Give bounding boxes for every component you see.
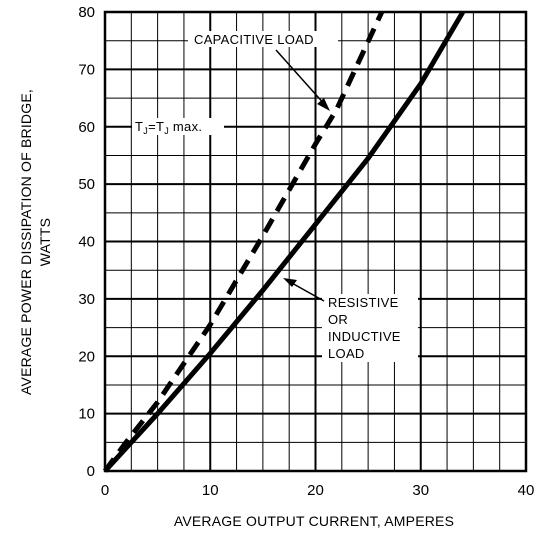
- capacitive-pointer-line: [275, 49, 327, 107]
- y-tick-label: 10: [78, 406, 95, 423]
- tj-label-bg: [132, 118, 224, 135]
- grid: [103, 10, 528, 473]
- y-tick-label: 50: [78, 176, 95, 193]
- x-axis-title: AVERAGE OUTPUT CURRENT, AMPERES: [174, 513, 454, 529]
- y-axis-title-line-2: WATTS: [37, 218, 53, 266]
- resistive-label-line-1: RESISTIVE: [328, 295, 399, 310]
- plot-frame: [103, 10, 528, 473]
- y-axis-title: AVERAGE POWER DISSIPATION OF BRIDGE, WAT…: [18, 89, 53, 395]
- curves: [102, 10, 466, 473]
- resistive-label-line-4: LOAD: [328, 346, 365, 361]
- resistive-label-line-3: INDUCTIVE: [328, 329, 401, 344]
- x-tick-label: 0: [101, 482, 109, 499]
- resistive-label-line-2: OR: [328, 312, 348, 327]
- y-tick-label: 80: [78, 4, 95, 21]
- capacitive-label-bg: [188, 31, 338, 47]
- y-tick-label: 0: [87, 463, 95, 480]
- y-tick-label: 40: [78, 234, 95, 251]
- capacitive-load-label: CAPACITIVE LOAD: [194, 32, 314, 47]
- resistive-pointer-line: [289, 281, 325, 302]
- x-tick-label: 30: [412, 482, 429, 499]
- y-tick-label: 70: [78, 61, 95, 78]
- resistive-label-bg: [322, 294, 418, 362]
- resistive-load-curve: [103, 10, 466, 473]
- x-tick-label: 20: [307, 482, 324, 499]
- tick-labels: 0 10 20 30 40 0 10 20 30 40 50 60 70 80: [78, 4, 534, 499]
- capacitive-pointer-arrowhead: [317, 98, 330, 111]
- y-tick-label: 20: [78, 348, 95, 365]
- y-tick-label: 30: [78, 291, 95, 308]
- x-tick-label: 40: [518, 482, 535, 499]
- y-tick-label: 60: [78, 119, 95, 136]
- x-tick-label: 10: [202, 482, 219, 499]
- tj-max-label: TJ=TJ max.: [135, 119, 202, 136]
- resistive-pointer-arrowhead: [283, 278, 297, 287]
- y-axis-title-line-1: AVERAGE POWER DISSIPATION OF BRIDGE,: [18, 89, 34, 395]
